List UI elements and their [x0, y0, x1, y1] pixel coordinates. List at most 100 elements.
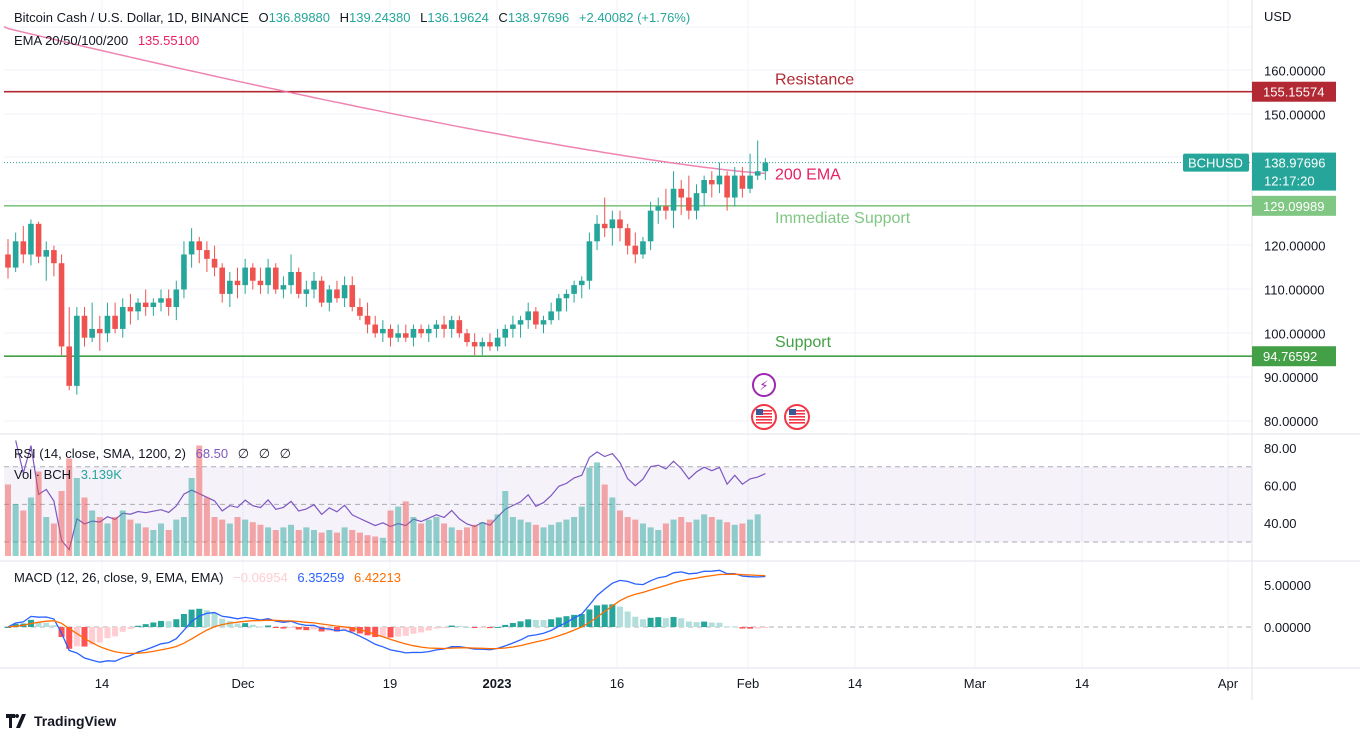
macd-histogram-bar: [127, 627, 134, 629]
time-tick-label: Feb: [737, 676, 759, 691]
candle: [181, 241, 187, 299]
candle: [548, 302, 554, 325]
candle-body: [640, 241, 646, 255]
volume-bar: [708, 517, 715, 556]
candle: [701, 175, 707, 207]
candle: [165, 289, 172, 316]
volume-bar: [158, 523, 164, 556]
macd-histogram-bar: [349, 627, 356, 632]
candle-body: [43, 250, 50, 257]
candle-body: [234, 280, 241, 286]
candle: [609, 210, 616, 246]
candle-body: [456, 320, 463, 334]
macd-histogram-bar: [747, 627, 754, 629]
us-flag-event-icon[interactable]: [751, 404, 777, 430]
macd-histogram-bar: [341, 627, 348, 631]
candle-body: [74, 315, 80, 386]
candle-body: [127, 307, 134, 312]
volume-label: Vol · BCH: [14, 467, 72, 482]
macd-histogram-bar: [135, 625, 142, 627]
candle-body: [227, 280, 233, 294]
candle-body: [670, 188, 677, 211]
time-axis: 14 Dec 19 2023 16 Feb 14 Mar 14 Apr: [95, 676, 1239, 691]
candle: [303, 280, 310, 308]
candle-body: [655, 206, 662, 211]
axis-currency: USD: [1264, 9, 1291, 24]
ema-legend[interactable]: EMA 20/50/100/200 135.55100: [14, 33, 205, 48]
candle: [127, 293, 134, 325]
macd-histogram-bar: [188, 609, 195, 627]
volume-bar: [647, 527, 654, 556]
macd-histogram-bar: [486, 627, 493, 629]
candle-body: [578, 280, 585, 286]
macd-legend[interactable]: MACD (12, 26, close, 9, EMA, EMA) −0.069…: [14, 570, 407, 585]
candle-body: [563, 293, 570, 299]
candle: [403, 324, 409, 343]
volume-bar: [502, 491, 509, 556]
candle: [135, 298, 141, 321]
volume-bar: [280, 527, 287, 556]
us-flag-event-icon[interactable]: [784, 404, 810, 430]
volume-bar: [58, 491, 65, 556]
macd-histogram-bar: [509, 623, 516, 627]
event-markers[interactable]: ⚡: [751, 373, 810, 430]
candle-body: [66, 346, 72, 386]
candle: [640, 236, 646, 259]
candle-body: [525, 311, 531, 321]
volume-bar: [632, 519, 639, 556]
candle-body: [663, 206, 669, 211]
volume-bar: [586, 467, 593, 556]
candle-body: [280, 285, 287, 290]
macd-tick-label: 0.00000: [1264, 620, 1311, 635]
candle: [341, 276, 348, 308]
price-tick-label: 80.00000: [1264, 414, 1318, 429]
candle: [425, 324, 432, 343]
macd-histogram-bar: [12, 623, 19, 627]
volume-bar: [35, 471, 42, 556]
immediate-support-label: Immediate Support: [775, 210, 911, 227]
volume-legend[interactable]: Vol · BCH 3.139K: [14, 467, 128, 482]
volume-bar: [379, 537, 386, 556]
candle-body: [142, 302, 149, 308]
price-tick-label: 110.00000: [1264, 283, 1325, 298]
macd-hist-value: −0.06954: [233, 570, 288, 585]
macd-histogram-bar: [66, 627, 73, 649]
candle-body: [165, 298, 172, 308]
symbol-tag-bg: [1183, 153, 1249, 172]
candle-body: [471, 342, 478, 347]
volume-bar: [104, 523, 111, 556]
price-tick-label: 90.00000: [1264, 370, 1318, 385]
macd-histogram-bar: [119, 627, 126, 632]
time-tick-label: 19: [383, 676, 397, 691]
volume-bar: [670, 519, 677, 556]
candle-body: [724, 175, 730, 198]
volume-bar: [43, 517, 50, 556]
candle-body: [701, 180, 707, 194]
macd-histogram-bar: [517, 621, 524, 627]
candle: [28, 219, 34, 266]
macd-histogram-bar: [532, 619, 539, 627]
lightning-event-icon[interactable]: ⚡: [752, 373, 776, 397]
tradingview-logo[interactable]: TradingView: [6, 713, 116, 729]
candle-body: [288, 271, 294, 286]
rsi-legend[interactable]: RSI (14, close, SMA, 1200, 2) 68.50 ∅ ∅ …: [14, 446, 297, 462]
macd-histogram-bar: [685, 621, 692, 627]
candle-body: [632, 245, 639, 255]
candle: [35, 221, 42, 264]
candle: [556, 293, 562, 321]
macd-histogram-bar: [548, 619, 555, 627]
candle: [43, 241, 50, 281]
macd-histogram-bar: [701, 621, 708, 627]
volume-bar: [448, 527, 455, 556]
candle-body: [150, 302, 157, 308]
volume-bar: [119, 510, 126, 556]
candle: [51, 245, 57, 277]
volume-bar: [494, 514, 501, 556]
candle-body: [425, 328, 432, 334]
candle: [670, 171, 677, 229]
candle: [655, 197, 662, 224]
price-tick-label: 100.00000: [1264, 326, 1325, 341]
price-tick-label: 150.00000: [1264, 107, 1325, 122]
volume-bar: [20, 510, 27, 556]
